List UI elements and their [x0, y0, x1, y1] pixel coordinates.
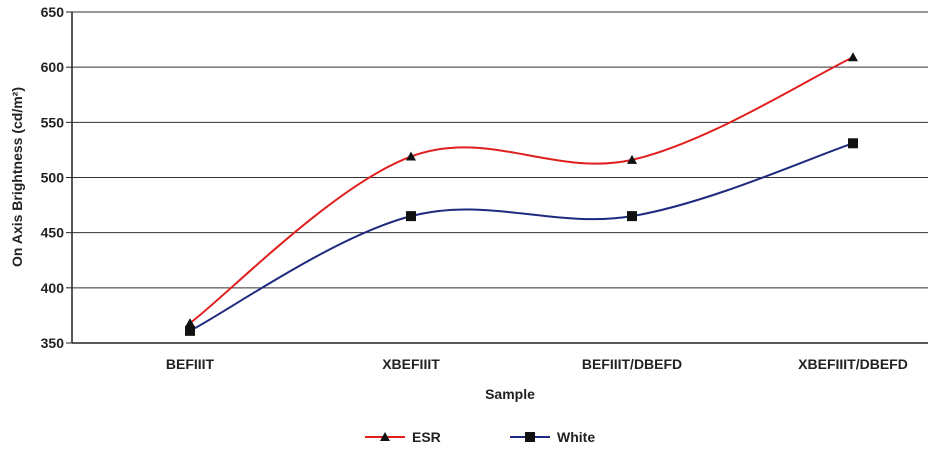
- x-tick-label: XBEFIIIT/DBEFD: [798, 356, 908, 372]
- legend-white-label: White: [557, 429, 595, 445]
- data-point-white: [627, 211, 637, 222]
- y-tick-label: 500: [41, 170, 65, 186]
- legend-esr-label: ESR: [412, 429, 441, 445]
- y-tick-label: 550: [41, 114, 65, 130]
- y-axis-title: On Axis Brightness (cd/m²): [9, 87, 25, 267]
- data-point-white: [185, 325, 195, 336]
- y-tick-label: 650: [41, 4, 65, 20]
- y-tick-label: 400: [41, 280, 65, 296]
- gridlines: [71, 11, 928, 344]
- x-axis-ticks: BEFIIIT XBEFIIIT BEFIIIT/DBEFD XBEFIIIT/DBE…: [166, 356, 908, 372]
- legend-white-marker: [525, 432, 535, 442]
- series-layer: [185, 52, 858, 336]
- y-axis-ticks: 350 400 450 500 550 600 650: [41, 4, 72, 351]
- x-tick-label: XBEFIIIT: [382, 356, 440, 372]
- data-point-esr: [627, 154, 637, 164]
- data-point-white: [406, 211, 416, 222]
- series-line-white: [189, 142, 854, 332]
- legend: ESR White: [365, 429, 595, 445]
- data-point-white: [848, 138, 858, 149]
- x-tick-label: BEFIIIT/DBEFD: [582, 356, 682, 372]
- y-tick-label: 450: [41, 225, 65, 241]
- y-tick-label: 350: [41, 335, 65, 351]
- x-tick-label: BEFIIIT: [166, 356, 215, 372]
- series-line-esr: [189, 56, 854, 324]
- data-point-esr: [185, 318, 195, 328]
- data-point-esr: [848, 52, 858, 62]
- y-tick-label: 600: [41, 59, 65, 75]
- legend-esr-marker: [380, 432, 390, 441]
- x-axis-title: Sample: [485, 386, 535, 402]
- data-point-esr: [406, 151, 416, 161]
